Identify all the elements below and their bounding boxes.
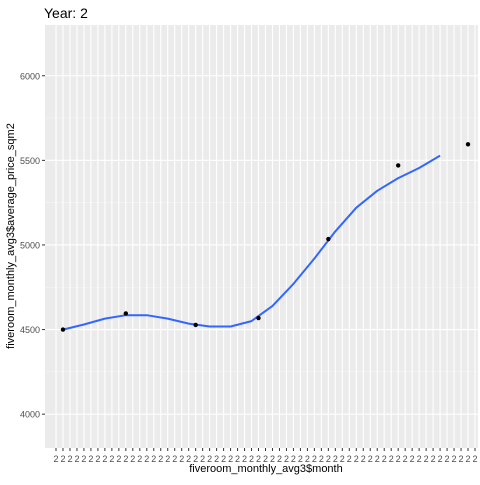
x-tick-label: 2	[116, 454, 121, 464]
x-tick-label: 2	[67, 454, 72, 464]
x-tick-label: 2	[256, 454, 261, 464]
x-tick-label: 2	[221, 454, 226, 464]
x-tick-label: 2	[361, 454, 366, 464]
x-tick-label: 2	[326, 454, 331, 464]
data-point	[123, 311, 129, 316]
x-tick-label: 2	[431, 454, 436, 464]
data-point	[193, 322, 198, 328]
x-tick-label: 2	[179, 454, 184, 464]
x-tick-label: 2	[158, 454, 163, 464]
x-tick-label: 2	[193, 454, 198, 464]
x-tick-label: 2	[214, 454, 219, 464]
x-tick-label: 2	[452, 454, 457, 464]
chart-title: Year: 2	[44, 5, 88, 21]
x-tick-label: 2	[368, 454, 373, 464]
x-tick-label: 2	[354, 454, 359, 464]
x-tick-label: 2	[417, 454, 422, 464]
data-point	[465, 142, 471, 147]
x-tick-label: 2	[200, 454, 205, 464]
x-tick-label: 2	[347, 454, 352, 464]
x-tick-label: 2	[242, 454, 247, 464]
x-tick-label: 2	[382, 454, 387, 464]
data-point	[326, 236, 331, 242]
x-tick-label: 2	[319, 454, 324, 464]
data-point	[395, 163, 401, 168]
x-tick-label: 2	[207, 454, 212, 464]
x-tick-label: 2	[410, 454, 415, 464]
x-tick-label: 2	[340, 454, 345, 464]
x-tick-label: 2	[333, 454, 338, 464]
x-tick-label: 2	[60, 454, 65, 464]
x-tick-label: 2	[375, 454, 380, 464]
x-tick-label: 2	[165, 454, 170, 464]
x-tick-label: 2	[249, 454, 254, 464]
x-tick-label: 2	[472, 454, 477, 464]
x-tick-label: 2	[466, 454, 471, 464]
x-tick-label: 2	[95, 454, 100, 464]
x-tick-label: 2	[235, 454, 240, 464]
x-tick-label: 2	[228, 454, 233, 464]
x-tick-label: 2	[459, 454, 464, 464]
x-tick-label: 2	[144, 454, 149, 464]
y-axis: 4000 4500 5000 5500 6000	[20, 71, 45, 420]
x-tick-label: 2	[312, 454, 317, 464]
x-tick-label: 2	[88, 454, 93, 464]
data-point	[256, 315, 261, 321]
x-tick-label: 2	[438, 454, 443, 464]
x-tick-label: 2	[263, 454, 268, 464]
y-tick-label: 4500	[20, 325, 40, 335]
x-tick-label: 2	[102, 454, 107, 464]
x-tick-label: 2	[137, 454, 142, 464]
x-tick-label: 2	[396, 454, 401, 464]
grid-major	[45, 25, 478, 448]
x-tick-label: 2	[389, 454, 394, 464]
x-tick-label: 2	[277, 454, 282, 464]
x-tick-label: 2	[445, 454, 450, 464]
x-tick-label: 2	[305, 454, 310, 464]
x-tick-label: 2	[172, 454, 177, 464]
x-tick-label: 2	[74, 454, 79, 464]
points-layer	[60, 142, 471, 332]
y-tick-label: 4000	[20, 410, 40, 420]
x-tick-label: 2	[130, 454, 135, 464]
x-tick-label: 2	[403, 454, 408, 464]
plot-panel	[45, 25, 478, 448]
y-tick-label: 6000	[20, 71, 40, 81]
x-axis-label: fiveroom_monthly_avg3$month	[189, 463, 342, 475]
y-tick-label: 5500	[20, 156, 40, 166]
x-tick-label: 2	[424, 454, 429, 464]
x-tick-label: 2	[284, 454, 289, 464]
grid-minor	[45, 117, 478, 373]
x-tick-label: 2	[109, 454, 114, 464]
x-tick-label: 2	[186, 454, 191, 464]
x-tick-label: 2	[123, 454, 128, 464]
x-tick-label: 2	[270, 454, 275, 464]
data-point	[60, 327, 66, 332]
x-tick-label: 2	[151, 454, 156, 464]
x-tick-label: 2	[291, 454, 296, 464]
x-tick-label: 2	[81, 454, 86, 464]
y-axis-label: fiveroom_monthly_avg3$average_price_sqm2	[5, 123, 17, 349]
x-tick-label: 2	[298, 454, 303, 464]
y-tick-label: 5000	[20, 240, 40, 250]
x-tick-label: 2	[53, 454, 58, 464]
